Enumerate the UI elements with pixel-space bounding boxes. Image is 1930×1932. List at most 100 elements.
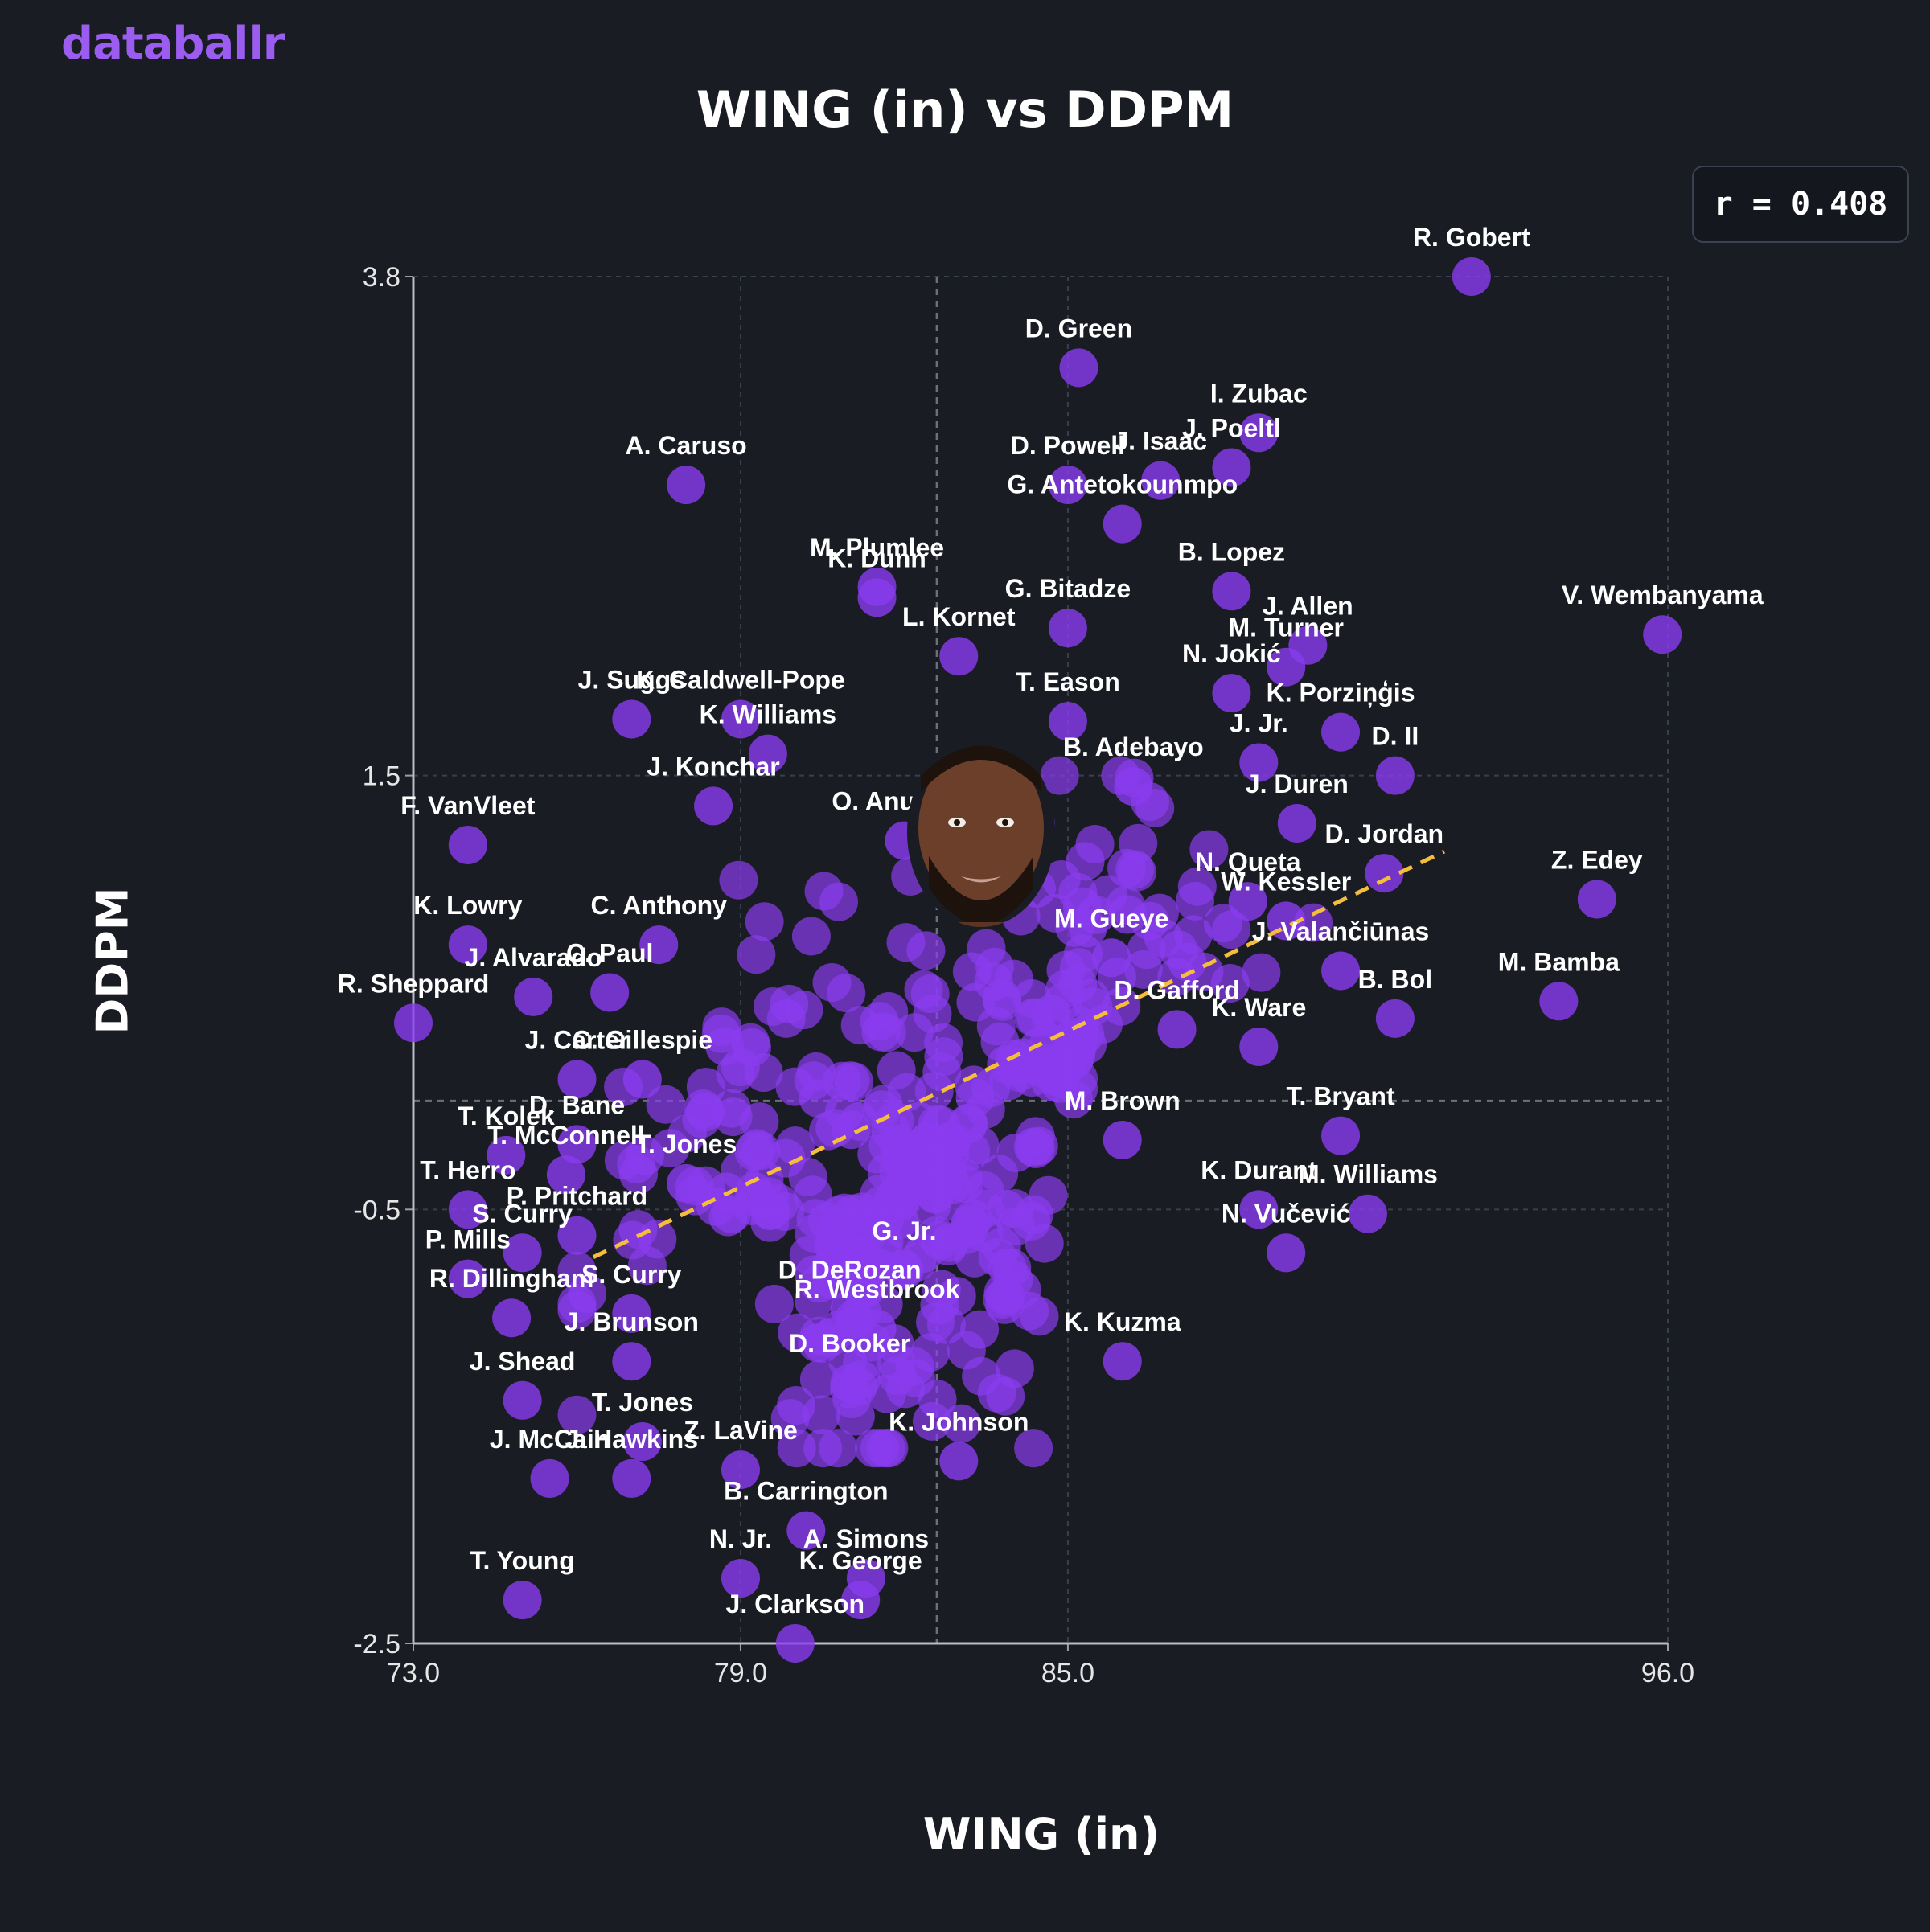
point-label: P. Mills [425, 1225, 511, 1254]
scatter-point [814, 1226, 853, 1265]
point-label: Z. Edey [1551, 845, 1643, 874]
trend-line [592, 849, 1445, 1259]
scatter-point [849, 1212, 889, 1252]
scatter-point [1092, 938, 1131, 978]
point-label: M. Bamba [1498, 947, 1620, 976]
scatter-point [1643, 615, 1682, 654]
point-label: K. Lowry [413, 891, 522, 920]
scatter-point [1020, 1297, 1059, 1336]
scatter-point [1016, 1117, 1055, 1156]
scatter-point [799, 1264, 839, 1303]
point-label: R. Dillingham [429, 1264, 593, 1293]
point-label: D. Jordan [1325, 819, 1444, 848]
scatter-point [1239, 1027, 1279, 1066]
scatter-point [1114, 767, 1153, 806]
point-label: T. Young [470, 1546, 574, 1575]
point-label: J. Isaac [1114, 427, 1207, 456]
scatter-point [1267, 1233, 1306, 1273]
point-label: C. Gillespie [573, 1025, 712, 1054]
scatter-point [448, 825, 487, 864]
scatter-point [796, 1199, 836, 1238]
scatter-point [960, 1310, 1000, 1349]
point-label: C. Paul [566, 938, 653, 967]
scatter-point [1088, 875, 1127, 914]
point-label: K. Kuzma [1064, 1307, 1181, 1336]
point-label: J. Duren [1246, 769, 1349, 798]
point-label: K. Johnson [889, 1407, 1029, 1436]
scatter-point [1212, 910, 1251, 950]
scatter-point [1375, 999, 1415, 1038]
scatter-point [955, 1238, 994, 1278]
scatter-point [612, 699, 651, 739]
scatter-point [503, 1380, 542, 1420]
scatter-point [922, 1052, 962, 1092]
scatter-point [996, 1189, 1035, 1229]
scatter-point [557, 1284, 597, 1323]
scatter-point [1115, 850, 1155, 889]
scatter-point [514, 977, 553, 1016]
scatter-point [1075, 824, 1115, 863]
scatter-point [719, 860, 758, 900]
point-label: N. Vučević [1222, 1199, 1351, 1228]
brand-logo: databallr [61, 18, 285, 70]
scatter-point [1048, 466, 1087, 505]
scatter-point [721, 699, 760, 739]
point-label: T. Herro [420, 1155, 515, 1184]
scatter-point [1375, 756, 1415, 795]
scatter-point [1294, 903, 1333, 942]
scatter-point [841, 1581, 881, 1620]
point-label: T. Kolek [458, 1101, 555, 1130]
scatter-point [965, 1171, 1004, 1210]
point-label: M. Brown [1065, 1086, 1181, 1115]
scatter-point [1212, 572, 1251, 611]
point-label: N. Queta [1195, 847, 1301, 876]
point-label: D. DeRozan [778, 1255, 922, 1284]
x-tick-label: 96.0 [1641, 1658, 1694, 1688]
point-label: J. Alvarado [465, 943, 602, 972]
point-label: M. Turner [1229, 613, 1344, 642]
scatter-point [737, 1129, 776, 1168]
scatter-point [737, 935, 776, 974]
scatter-point [784, 991, 823, 1030]
scatter-point [866, 1429, 905, 1468]
scatter-point [1048, 609, 1087, 648]
x-tick-label: 79.0 [714, 1658, 767, 1688]
scatter-point [1059, 348, 1098, 388]
trendline [592, 849, 1445, 1259]
scatter-point [622, 1422, 662, 1462]
point-label: T. Jones [635, 1130, 737, 1159]
scatter-point [1157, 1010, 1197, 1049]
scatter-point [448, 1190, 487, 1229]
scatter-point [448, 925, 487, 965]
scatter-point [492, 1298, 532, 1338]
scatter-point [1025, 1224, 1064, 1263]
scatter-point [1144, 918, 1183, 958]
scatter-point [877, 1051, 916, 1090]
scatter-point [1014, 1429, 1053, 1468]
scatter-point [885, 1250, 924, 1290]
correlation-box: r = 0.408 [1692, 166, 1909, 243]
scatter-point [1029, 1175, 1068, 1215]
point-label: J. Shead [470, 1347, 576, 1376]
scatter-point [980, 1022, 1020, 1061]
point-label: J. Brunson [565, 1307, 699, 1336]
scatter-point [1577, 880, 1616, 919]
scatter-point [812, 962, 852, 1002]
scatter-point [1228, 882, 1267, 921]
scatter-point [920, 1286, 959, 1325]
scatter-point [1288, 626, 1328, 665]
scatter-point [721, 1559, 760, 1598]
scatter-point [646, 1085, 685, 1124]
point-label: N. Jr. [709, 1524, 772, 1553]
scatter-point [857, 567, 897, 606]
scatter-point [830, 1364, 869, 1403]
point-label: J. Jr. [1230, 708, 1288, 737]
scatter-point [1242, 953, 1281, 992]
scatter-point [799, 1360, 839, 1399]
point-label: A. Caruso [626, 431, 747, 460]
scatter-point [1177, 867, 1217, 906]
scatter-point [983, 1280, 1022, 1319]
point-label: C. Anthony [590, 891, 727, 920]
scatter-point [744, 1053, 783, 1093]
point-label: K. Dunn [827, 544, 926, 572]
